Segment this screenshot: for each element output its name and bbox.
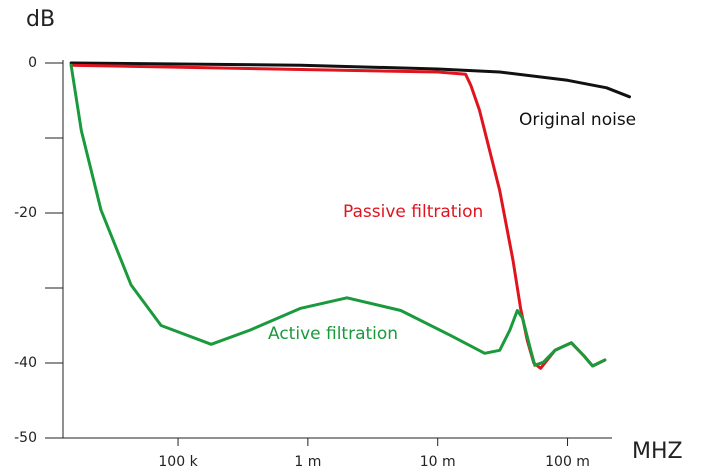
y-axis-title: dB — [26, 7, 55, 32]
y-tick-label: -50 — [14, 430, 37, 446]
x-tick-label: 100 m — [545, 454, 590, 468]
y-tick-label: 0 — [28, 55, 37, 71]
series-label: Original noise — [519, 110, 636, 130]
series-label: Passive filtration — [343, 202, 483, 222]
series-label: Active filtration — [268, 324, 398, 344]
y-tick-label: -20 — [14, 205, 37, 221]
series-line — [69, 61, 631, 99]
x-tick-label: 10 m — [420, 454, 456, 468]
x-axis-title: MHZ — [632, 439, 683, 464]
x-tick-label: 100 k — [158, 454, 198, 468]
y-tick-label: -40 — [14, 355, 37, 371]
series-line — [69, 63, 607, 368]
x-tick-label: 1 m — [294, 454, 321, 468]
